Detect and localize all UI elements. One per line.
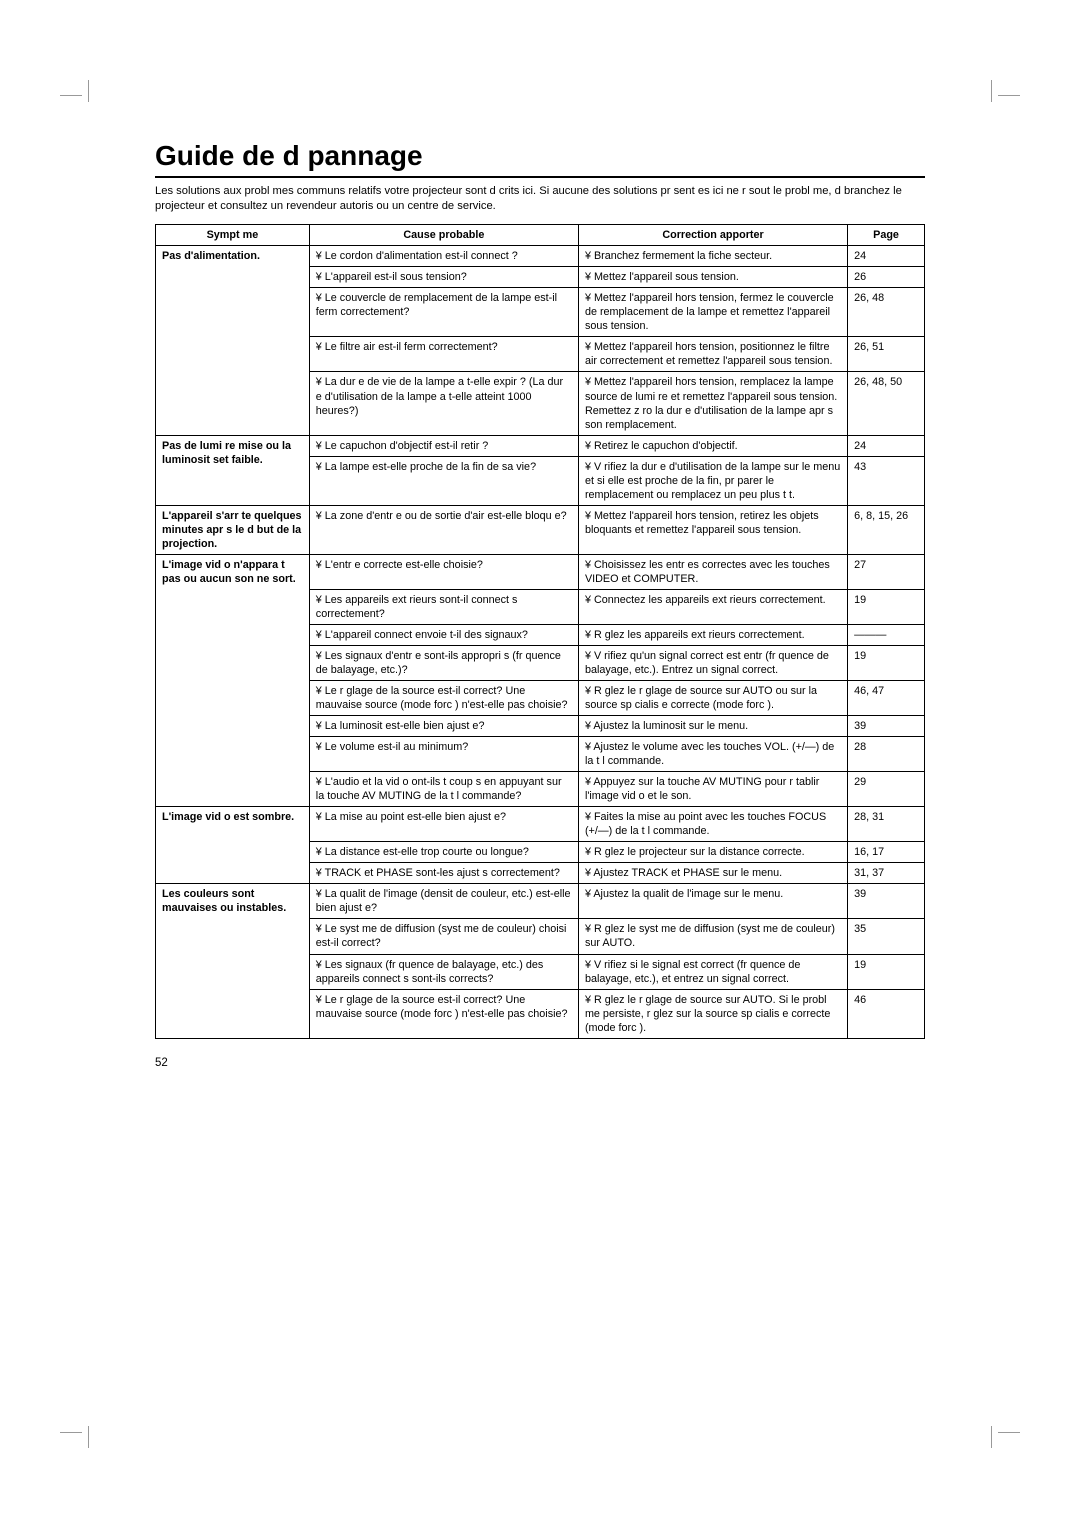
cause-cell: ¥ Le capuchon d'objectif est-il retir ? [309,435,578,456]
cause-cell: ¥ La mise au point est-elle bien ajust e… [309,807,578,842]
page-cell: ——— [848,624,925,645]
symptom-cell: L'image vid o est sombre. [156,807,310,884]
correction-cell: ¥ R glez le projecteur sur la distance c… [578,842,847,863]
table-row: L'appareil s'arr te quelques minutes apr… [156,505,925,554]
correction-cell: ¥ Choisissez les entr es correctes avec … [578,554,847,589]
page-cell: 28, 31 [848,807,925,842]
page-cell: 46, 47 [848,681,925,716]
correction-cell: ¥ Ajustez TRACK et PHASE sur le menu. [578,863,847,884]
cause-cell: ¥ La luminosit est-elle bien ajust e? [309,716,578,737]
correction-cell: ¥ Retirez le capuchon d'objectif. [578,435,847,456]
cause-cell: ¥ L'appareil est-il sous tension? [309,267,578,288]
page-cell: 27 [848,554,925,589]
correction-cell: ¥ Appuyez sur la touche AV MUTING pour r… [578,772,847,807]
cause-cell: ¥ L'appareil connect envoie t-il des sig… [309,624,578,645]
correction-cell: ¥ Mettez l'appareil sous tension. [578,267,847,288]
symptom-cell: Pas d'alimentation. [156,246,310,435]
cause-cell: ¥ Le r glage de la source est-il correct… [309,989,578,1038]
page-cell: 19 [848,589,925,624]
symptom-cell: L'image vid o n'appara t pas ou aucun so… [156,554,310,806]
correction-cell: ¥ Ajustez la luminosit sur le menu. [578,716,847,737]
table-row: Pas d'alimentation.¥ Le cordon d'aliment… [156,246,925,267]
cause-cell: ¥ TRACK et PHASE sont-les ajust s correc… [309,863,578,884]
page-cell: 39 [848,716,925,737]
page-cell: 26, 48, 50 [848,372,925,435]
table-body: Pas d'alimentation.¥ Le cordon d'aliment… [156,246,925,1038]
cause-cell: ¥ La distance est-elle trop courte ou lo… [309,842,578,863]
page-cell: 6, 8, 15, 26 [848,505,925,554]
page-title: Guide de d pannage [155,140,925,178]
page-cell: 31, 37 [848,863,925,884]
table-row: L'image vid o est sombre.¥ La mise au po… [156,807,925,842]
page-cell: 24 [848,435,925,456]
page-cell: 26, 48 [848,288,925,337]
crop-mark [998,1432,1020,1433]
crop-mark [88,80,89,102]
symptom-cell: Pas de lumi re mise ou la luminosit set … [156,435,310,505]
cause-cell: ¥ La zone d'entr e ou de sortie d'air es… [309,505,578,554]
cause-cell: ¥ L'audio et la vid o ont-ils t coup s e… [309,772,578,807]
table-row: Les couleurs sont mauvaises ou instables… [156,884,925,919]
cause-cell: ¥ Le r glage de la source est-il correct… [309,681,578,716]
header-correction: Correction apporter [578,225,847,246]
cause-cell: ¥ Les appareils ext rieurs sont-il conne… [309,589,578,624]
correction-cell: ¥ Faites la mise au point avec les touch… [578,807,847,842]
correction-cell: ¥ Mettez l'appareil hors tension, fermez… [578,288,847,337]
correction-cell: ¥ R glez le r glage de source sur AUTO. … [578,989,847,1038]
page-cell: 39 [848,884,925,919]
page-cell: 35 [848,919,925,954]
page-cell: 43 [848,456,925,505]
crop-mark [991,1426,992,1448]
crop-mark [991,80,992,102]
cause-cell: ¥ Le couvercle de remplacement de la lam… [309,288,578,337]
crop-mark [60,95,82,96]
correction-cell: ¥ Connectez les appareils ext rieurs cor… [578,589,847,624]
cause-cell: ¥ Le cordon d'alimentation est-il connec… [309,246,578,267]
page-number: 52 [155,1057,925,1069]
correction-cell: ¥ R glez le syst me de diffusion (syst m… [578,919,847,954]
correction-cell: ¥ Ajustez le volume avec les touches VOL… [578,737,847,772]
page-cell: 29 [848,772,925,807]
correction-cell: ¥ Mettez l'appareil hors tension, rempla… [578,372,847,435]
page-cell: 46 [848,989,925,1038]
correction-cell: ¥ V rifiez qu'un signal correct est entr… [578,645,847,680]
cause-cell: ¥ La qualit de l'image (densit de couleu… [309,884,578,919]
page-content: Guide de d pannage Les solutions aux pro… [0,0,1080,1129]
symptom-cell: L'appareil s'arr te quelques minutes apr… [156,505,310,554]
symptom-cell: Les couleurs sont mauvaises ou instables… [156,884,310,1038]
table-row: L'image vid o n'appara t pas ou aucun so… [156,554,925,589]
page-cell: 26 [848,267,925,288]
header-symptom: Sympt me [156,225,310,246]
correction-cell: ¥ V rifiez la dur e d'utilisation de la … [578,456,847,505]
cause-cell: ¥ L'entr e correcte est-elle choisie? [309,554,578,589]
correction-cell: ¥ V rifiez si le signal est correct (fr … [578,954,847,989]
correction-cell: ¥ Mettez l'appareil hors tension, positi… [578,337,847,372]
cause-cell: ¥ Les signaux d'entr e sont-ils appropri… [309,645,578,680]
crop-mark [88,1426,89,1448]
header-page: Page [848,225,925,246]
correction-cell: ¥ Mettez l'appareil hors tension, retire… [578,505,847,554]
intro-paragraph: Les solutions aux probl mes communs rela… [155,184,925,214]
correction-cell: ¥ Branchez fermement la fiche secteur. [578,246,847,267]
troubleshoot-table: Sympt me Cause probable Correction appor… [155,224,925,1038]
cause-cell: ¥ Le volume est-il au minimum? [309,737,578,772]
correction-cell: ¥ R glez les appareils ext rieurs correc… [578,624,847,645]
page-cell: 28 [848,737,925,772]
cause-cell: ¥ Le syst me de diffusion (syst me de co… [309,919,578,954]
page-cell: 19 [848,954,925,989]
crop-mark [998,95,1020,96]
correction-cell: ¥ R glez le r glage de source sur AUTO o… [578,681,847,716]
cause-cell: ¥ La dur e de vie de la lampe a t-elle e… [309,372,578,435]
page-cell: 26, 51 [848,337,925,372]
correction-cell: ¥ Ajustez la qualit de l'image sur le me… [578,884,847,919]
page-cell: 24 [848,246,925,267]
page-cell: 16, 17 [848,842,925,863]
header-cause: Cause probable [309,225,578,246]
crop-mark [60,1432,82,1433]
table-row: Pas de lumi re mise ou la luminosit set … [156,435,925,456]
page-cell: 19 [848,645,925,680]
cause-cell: ¥ La lampe est-elle proche de la fin de … [309,456,578,505]
cause-cell: ¥ Les signaux (fr quence de balayage, et… [309,954,578,989]
cause-cell: ¥ Le filtre air est-il ferm correctement… [309,337,578,372]
